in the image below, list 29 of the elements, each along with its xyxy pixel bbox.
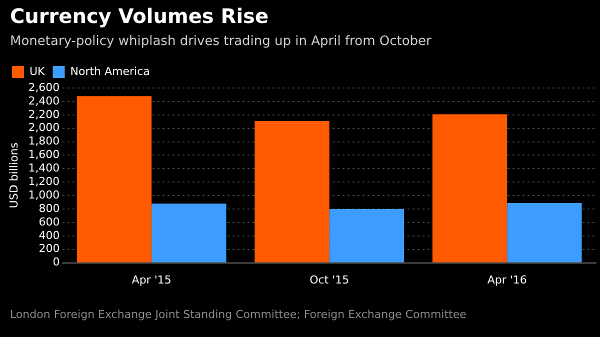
y-tick-label: 1,000 (28, 188, 60, 202)
y-tick-label: 1,200 (28, 174, 60, 188)
y-tick-label: 2,400 (28, 94, 60, 108)
legend-label: North America (70, 64, 150, 78)
x-tick-label: Oct '15 (310, 273, 350, 286)
bar (329, 209, 404, 262)
y-tick-label: 1,600 (28, 148, 60, 162)
bar (254, 120, 330, 262)
text: London Foreign Exchange Joint Standing Committee; Foreign Exchange Committee (10, 308, 466, 321)
y-tick-label: 1,800 (28, 134, 60, 148)
chart-subtitle: Monetary-policy whiplash drives trading up in April from October (10, 34, 432, 49)
y-axis-title: USD billions (7, 142, 20, 208)
y-tick-label: 0 (52, 256, 60, 269)
y-tick-label: 1,400 (28, 162, 60, 175)
bar (507, 202, 582, 262)
y-tick-label: 600 (38, 215, 60, 228)
y-tick-label: 2,000 (28, 121, 60, 134)
legend-label: UK (30, 64, 46, 78)
bar (432, 114, 508, 262)
chart-title: Currency Volumes Rise (10, 4, 269, 28)
bar (152, 204, 226, 262)
x-tick-label: Apr '15 (132, 273, 172, 286)
y-tick-label: 2,600 (28, 80, 60, 94)
y-tick-label: 2,200 (28, 108, 60, 121)
x-tick-label: Apr '16 (487, 273, 527, 286)
bar (76, 96, 152, 262)
y-tick-label: 800 (38, 202, 60, 215)
y-tick-label: 400 (38, 228, 60, 242)
y-tick-label: 200 (38, 242, 60, 256)
